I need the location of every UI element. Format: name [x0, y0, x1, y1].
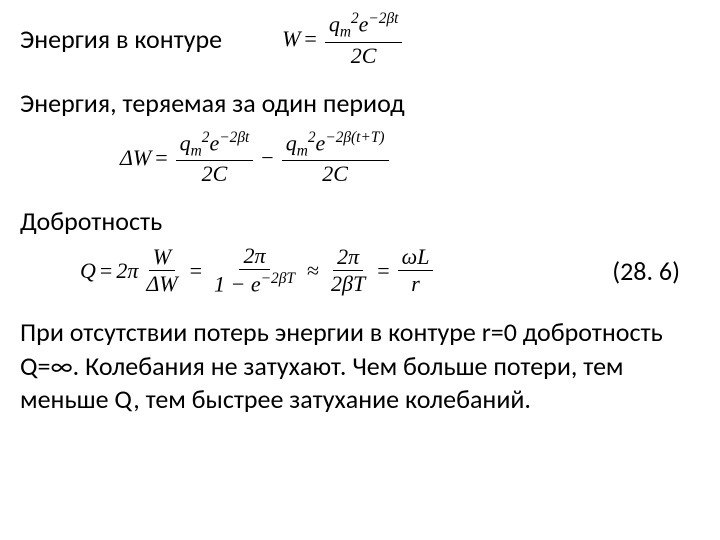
den: ΔW [142, 271, 181, 297]
lost-energy-label: Энергия, теряемая за один период [20, 87, 700, 119]
num: qm2e−2βt [176, 129, 254, 162]
lost-energy-formula: ΔW = qm2e−2βt 2C − qm2e−2β(t+T) 2C [120, 129, 393, 188]
lhs: Q [80, 258, 96, 284]
den: 2βT [327, 271, 369, 297]
eq-number: (28. 6) [612, 255, 700, 287]
frac2: 2π 1 − e−2βT [210, 243, 299, 297]
num: 2π [333, 244, 363, 271]
num: ωL [398, 244, 434, 271]
den: 2C [318, 161, 352, 187]
coef: 2π [116, 258, 138, 284]
lhs: W [282, 26, 300, 52]
energy-line: Энергия в контуре W = qm2e−2βt 2C [20, 10, 700, 69]
den: r [407, 271, 424, 297]
q-label: Добротность [20, 205, 700, 237]
num: W [149, 244, 175, 271]
frac4: ωL r [398, 244, 434, 297]
den: 1 − e−2βT [210, 270, 299, 297]
num: qm2e−2β(t+T) [282, 129, 389, 162]
frac: qm2e−2βt 2C [325, 10, 403, 69]
frac3: 2π 2βT [327, 244, 369, 297]
q-line: Q = 2π W ΔW = 2π 1 − e−2βT ≈ 2π 2βT = ωL… [80, 243, 700, 297]
frac1: W ΔW [142, 244, 181, 297]
paragraph: При отсутствии потерь энергии в контуре … [20, 316, 700, 417]
num: qm2e−2βt [325, 10, 403, 43]
den: 2C [198, 161, 232, 187]
lost-energy-line: ΔW = qm2e−2βt 2C − qm2e−2β(t+T) 2C [120, 129, 700, 188]
frac1: qm2e−2βt 2C [176, 129, 254, 188]
q-formula: Q = 2π W ΔW = 2π 1 − e−2βT ≈ 2π 2βT = ωL… [80, 243, 437, 297]
energy-formula: W = qm2e−2βt 2C [282, 10, 406, 69]
energy-label: Энергия в контуре [20, 23, 222, 55]
lhs: ΔW [120, 145, 151, 171]
num: 2π [239, 243, 269, 270]
frac2: qm2e−2β(t+T) 2C [282, 129, 389, 188]
den: 2C [347, 43, 381, 69]
